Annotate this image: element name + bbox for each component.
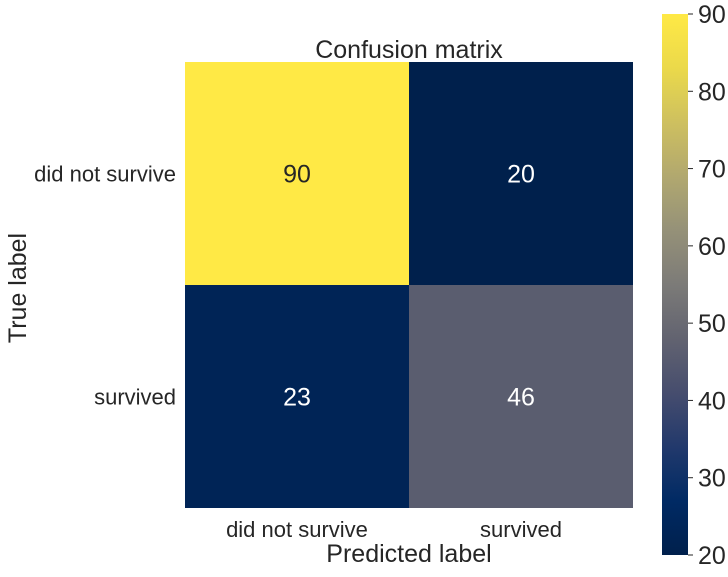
heatmap-cell <box>409 285 633 508</box>
cell-value-label: 90 <box>283 161 311 189</box>
colorbar-tick-label: 40 <box>698 387 726 415</box>
heatmap-cell <box>185 285 409 508</box>
chart-title: Confusion matrix <box>315 36 503 64</box>
x-axis-label: Predicted label <box>326 540 491 568</box>
cell-value-label: 46 <box>507 384 535 412</box>
heatmap-cell <box>185 62 409 285</box>
cell-value-label: 23 <box>283 384 311 412</box>
x-tick-label: did not survive <box>226 517 368 542</box>
colorbar-tick-label: 60 <box>698 233 726 261</box>
y-tick-label: survived <box>94 385 176 410</box>
x-tick-labels: did not survive survived <box>226 517 562 542</box>
x-tick-label: survived <box>480 517 562 542</box>
colorbar-tick-label: 70 <box>698 156 726 184</box>
cell-value-label: 20 <box>507 161 535 189</box>
colorbar-tick-label: 30 <box>698 465 726 493</box>
heatmap-cell <box>409 62 633 285</box>
heatmap-cell-labels: 90 20 23 46 <box>283 161 535 412</box>
heatmap-cells <box>185 62 633 508</box>
colorbar <box>662 14 688 555</box>
colorbar-tick-label: 90 <box>698 1 726 29</box>
y-axis-label: True label <box>4 233 32 343</box>
y-tick-labels: did not survive survived <box>34 162 176 410</box>
colorbar-ticks: 20 30 40 50 60 70 80 90 <box>688 1 726 570</box>
colorbar-tick-label: 50 <box>698 310 726 338</box>
y-tick-label: did not survive <box>34 162 176 187</box>
colorbar-tick-label: 80 <box>698 78 726 106</box>
colorbar-tick-label: 20 <box>698 542 726 570</box>
